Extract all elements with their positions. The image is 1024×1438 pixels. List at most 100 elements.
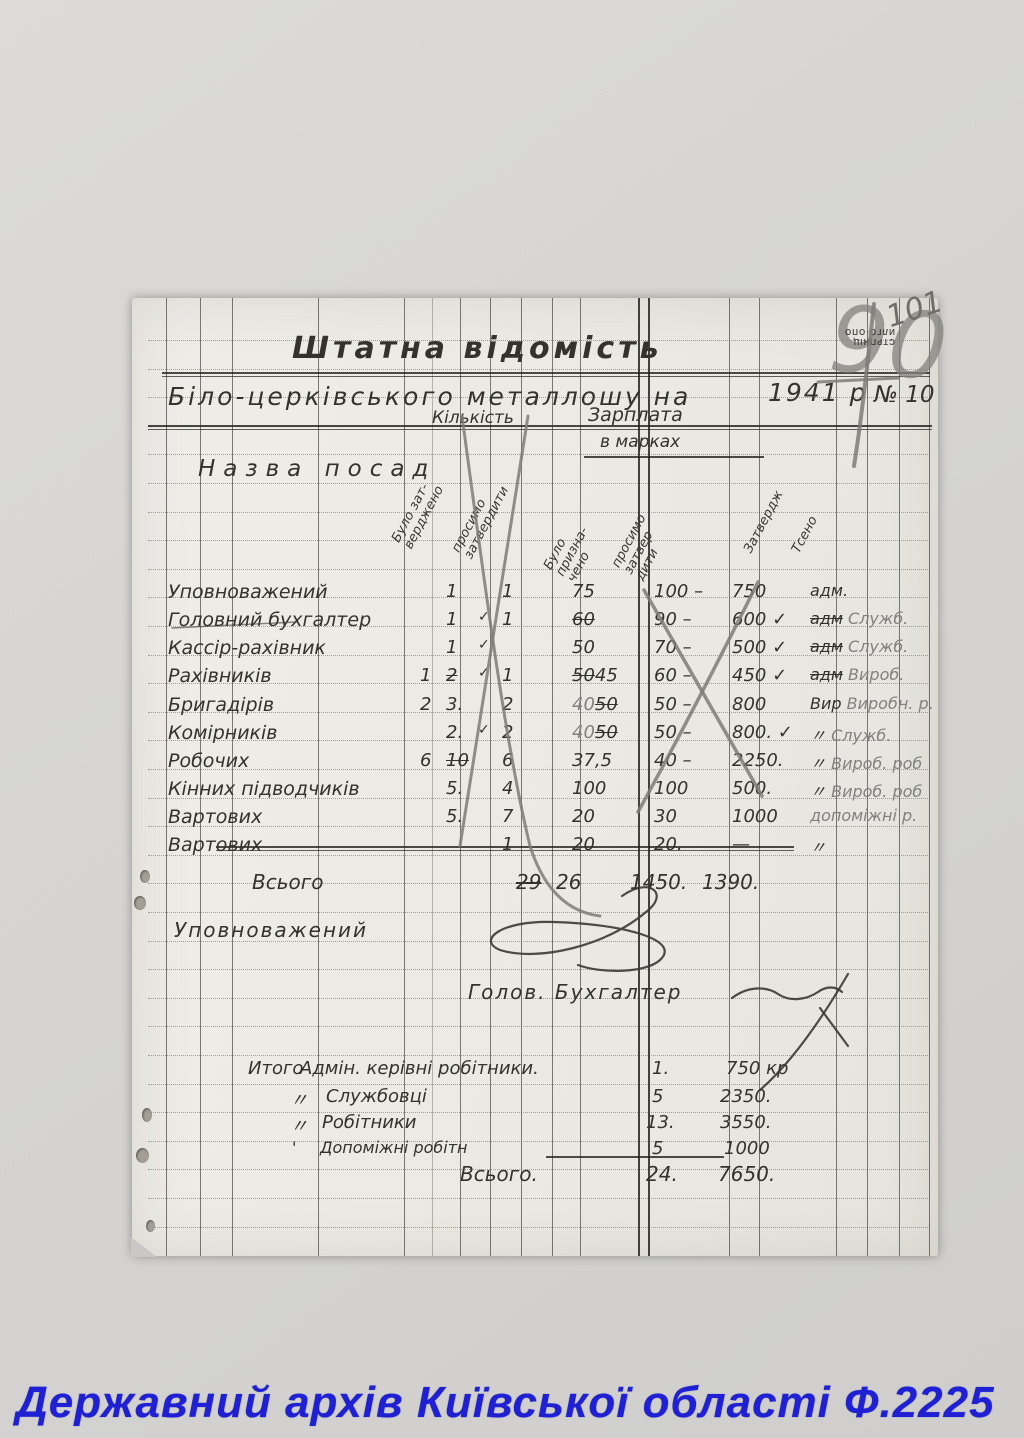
remark: адм.	[810, 581, 849, 600]
header-approved: Затвердж	[741, 488, 787, 556]
qty-was: 5.	[446, 778, 464, 799]
marks-underline	[584, 456, 764, 458]
position-name: Кінних підводчиків	[168, 778, 360, 800]
position-name: Комірників	[168, 722, 278, 744]
summary-count: 5	[652, 1138, 664, 1159]
check-mark: ✓	[478, 665, 490, 681]
position-name: Кассір-рахівник	[168, 637, 326, 659]
salary-approved: 500.	[732, 778, 773, 799]
position-name: Вартових	[168, 834, 263, 856]
summary-sum: 1000	[724, 1138, 770, 1159]
qty-was: 2	[446, 665, 458, 686]
salary-was: 60	[572, 609, 595, 630]
qty-pencil: 1	[420, 665, 432, 686]
subtitle-underline-2	[148, 429, 932, 430]
summary-count: 1.	[652, 1058, 670, 1079]
position-name: Бригадірів	[168, 694, 275, 716]
table-row: Уповноважений 1 1 75 100 – 750 адм.	[132, 581, 938, 607]
table-row: Робочих 6 10 6 37,5 40 – 2250. 〃 Вироб. …	[132, 750, 938, 776]
table-row: Вартових 1 20 20. — 〃	[132, 834, 938, 860]
check-mark: ✓	[478, 722, 490, 738]
summary-row: ' Допоміжні робітн 5 1000	[132, 1138, 938, 1164]
stamp-line: ИЛГО·ОПО	[844, 327, 895, 336]
qty-pencil: 2	[420, 694, 432, 715]
position-name: Вартових	[168, 806, 263, 828]
salary-ask: 50 –	[654, 722, 692, 743]
remark: 〃 Вироб. роб	[810, 782, 923, 801]
inverted-stamp: СТРПНІЦ ИЛГО·ОПО	[844, 326, 895, 346]
table-row: Кінних підводчиків 5. 4 100 100 500. 〃 В…	[132, 778, 938, 804]
summary-row: 〃 Робітники 13. 3550.	[132, 1112, 938, 1138]
remark: допоміжні р.	[810, 806, 918, 825]
totals-qty-struck: 29	[516, 870, 542, 894]
remark: 〃 Вироб. роб	[810, 754, 923, 773]
table-row: Вартових 5. 7 20 30 1000 допоміжні р.	[132, 806, 938, 832]
qty-was: 2.	[446, 722, 464, 743]
qty-ask: 1	[502, 609, 514, 630]
salary-was: 100	[572, 778, 607, 799]
salary-ask: 100	[654, 778, 689, 799]
totals-qty: 26	[556, 870, 582, 894]
summary-name: Адмін. керівні робітники.	[300, 1058, 539, 1079]
summary-sum: 750 кр	[726, 1058, 789, 1079]
salary-ask: 30	[654, 806, 677, 827]
header-note: Тсено	[789, 513, 821, 556]
document-year: 1941 р	[768, 378, 868, 407]
remark: адм Вироб.	[810, 665, 905, 684]
totals-label: Всього	[252, 870, 324, 894]
position-name: Уповноважений	[168, 581, 328, 603]
salary-was: 5045	[572, 665, 618, 686]
remark: адм Служб.	[810, 609, 909, 628]
position-name: Робочих	[168, 750, 250, 772]
summary-sum: 2350.	[720, 1086, 772, 1107]
qty-ask: 6	[502, 750, 514, 771]
remark: адм Служб.	[810, 637, 909, 656]
salary-ask: 20.	[654, 834, 683, 855]
salary-approved: 500 ✓	[732, 637, 788, 658]
table-row: Комірників 2. ✓ 2 4050 50 – 800. ✓ 〃 Слу…	[132, 722, 938, 748]
remark: 〃	[810, 838, 827, 857]
remark: Вир Виробн. р.	[810, 694, 934, 713]
qty-was: 1	[446, 581, 458, 602]
salary-approved: 600 ✓	[732, 609, 788, 630]
title-underline-2	[162, 376, 930, 377]
salary-was: 4050	[572, 694, 618, 715]
title-underline	[162, 372, 930, 374]
salary-approved: 2250.	[732, 750, 784, 771]
summary-underline	[546, 1156, 724, 1158]
qty-ask: 1	[502, 834, 514, 855]
archive-watermark: Державний архів Київської області Ф.2225	[16, 1378, 995, 1427]
summary-count: 13.	[646, 1112, 675, 1133]
remark: 〃 Служб.	[810, 726, 892, 745]
summary-sum: 3550.	[720, 1112, 772, 1133]
subtitle-underline	[148, 425, 932, 427]
summary-total-label: Всього.	[460, 1162, 538, 1186]
totals-pay-was: 1450.	[630, 870, 688, 894]
punch-hole	[136, 1148, 149, 1163]
document-number: № 10	[874, 382, 935, 408]
totals-pay-ask: 1390.	[702, 870, 760, 894]
salary-was: 37,5	[572, 750, 613, 771]
qty-was: 3.	[446, 694, 464, 715]
qty-was: 1	[446, 637, 458, 658]
header-quantity-group: Кількість	[432, 408, 514, 428]
ditto-mark: '	[292, 1138, 297, 1157]
punch-hole	[142, 1108, 152, 1122]
document-page: 90 101 СТРПНІЦ ИЛГО·ОПО Штатна відомість…	[131, 284, 952, 1257]
salary-was: 20	[572, 806, 595, 827]
summary-name: Службовці	[326, 1086, 427, 1107]
summary-total-row: Всього. 24. 7650.	[132, 1162, 938, 1188]
qty-ask: 2	[502, 694, 514, 715]
qty-ask: 4	[502, 778, 514, 799]
summary-name: Робітники	[322, 1112, 417, 1133]
table-row: Бригадірів 2 3. 2 4050 50 – 800 Вир Виро…	[132, 694, 938, 720]
signature-label-chief-accountant: Голов. Бухгалтер	[468, 980, 683, 1004]
totals-row: Всього 29 26 1450. 1390.	[132, 870, 938, 896]
salary-was: 50	[572, 637, 595, 658]
table-row: Головний бухгалтер 1 ✓ 1 60 90 – 600 ✓ а…	[132, 609, 938, 635]
summary-total-count: 24.	[646, 1162, 678, 1186]
table-row: Рахівників 1 2 ✓ 1 5045 60 – 450 ✓ адм В…	[132, 665, 938, 691]
ditto-mark: 〃	[290, 1116, 308, 1137]
document-subtitle: Біло-церківського металлошу на	[168, 382, 692, 411]
